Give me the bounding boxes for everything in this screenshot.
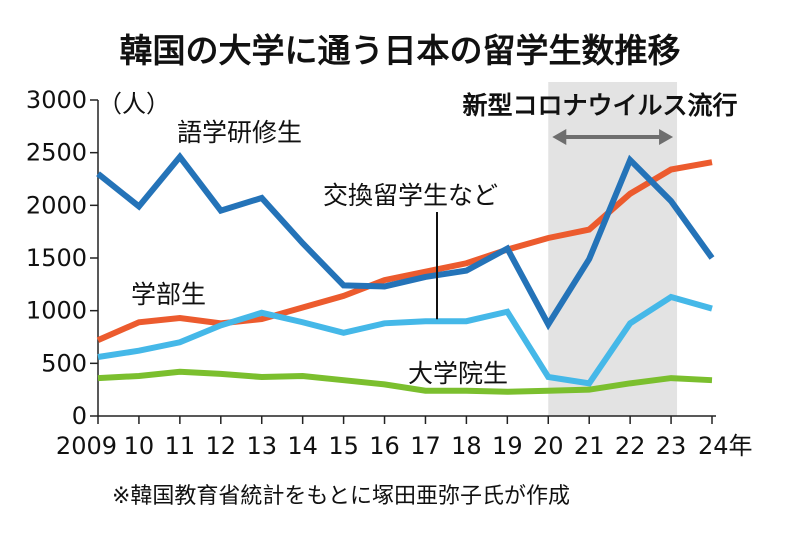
series-layer xyxy=(96,152,715,395)
x-tick-label: 17 xyxy=(410,432,441,460)
y-tick-label: 3000 xyxy=(26,86,87,114)
x-tick-label: 11 xyxy=(165,432,196,460)
chart-title: 韓国の大学に通う日本の留学生数推移 xyxy=(120,31,681,70)
x-tick-label: 13 xyxy=(246,432,277,460)
x-tick-label: 10 xyxy=(124,432,155,460)
x-tick-label: 14 xyxy=(287,432,318,460)
x-tick-label: 20 xyxy=(533,432,564,460)
y-tick-label: 0 xyxy=(72,402,87,430)
series-label-2: 交換留学生など xyxy=(323,181,498,210)
series-label-0: 語学研修生 xyxy=(177,118,302,147)
covid-period-band xyxy=(548,82,678,416)
y-axis: 3000 2500 2000 1500 1000 500 0 xyxy=(26,86,99,430)
x-tick-label: 2009 xyxy=(56,432,117,460)
y-tick-label: 2000 xyxy=(26,191,87,219)
series-line-0 xyxy=(96,152,715,331)
source-note: ※韓国教育省統計をもとに塚田亜弥子氏が作成 xyxy=(112,484,570,509)
series-label-3: 大学院生 xyxy=(408,359,508,388)
series-line-3 xyxy=(97,368,713,395)
arrow-head-left xyxy=(552,129,567,145)
x-tick-label: 22 xyxy=(615,432,646,460)
arrow-head-right xyxy=(659,129,674,145)
x-tick-label: 16 xyxy=(369,432,400,460)
series-label-1: 学部生 xyxy=(131,280,206,309)
x-tick-label: 18 xyxy=(451,432,482,460)
y-tick-label: 1000 xyxy=(26,297,87,325)
x-tick-label: 19 xyxy=(492,432,523,460)
y-tick-label: 1500 xyxy=(26,244,87,272)
x-axis: 2009 10 11 12 13 14 15 16 17 18 19 20 21 22 23 24年 xyxy=(56,415,753,460)
x-tick-label: 15 xyxy=(328,432,359,460)
x-tick-label: 12 xyxy=(206,432,237,460)
x-tick-label: 21 xyxy=(574,432,605,460)
covid-period-label: 新型コロナウイルス流行 xyxy=(462,91,737,120)
series-line-2 xyxy=(97,293,713,387)
y-tick-label: 500 xyxy=(41,349,87,377)
covid-period-arrow xyxy=(552,129,674,145)
x-tick-label: 24年 xyxy=(698,432,753,460)
x-tick-label: 23 xyxy=(656,432,687,460)
y-axis-unit-label: （人） xyxy=(98,90,170,118)
y-tick-label: 2500 xyxy=(26,139,87,167)
